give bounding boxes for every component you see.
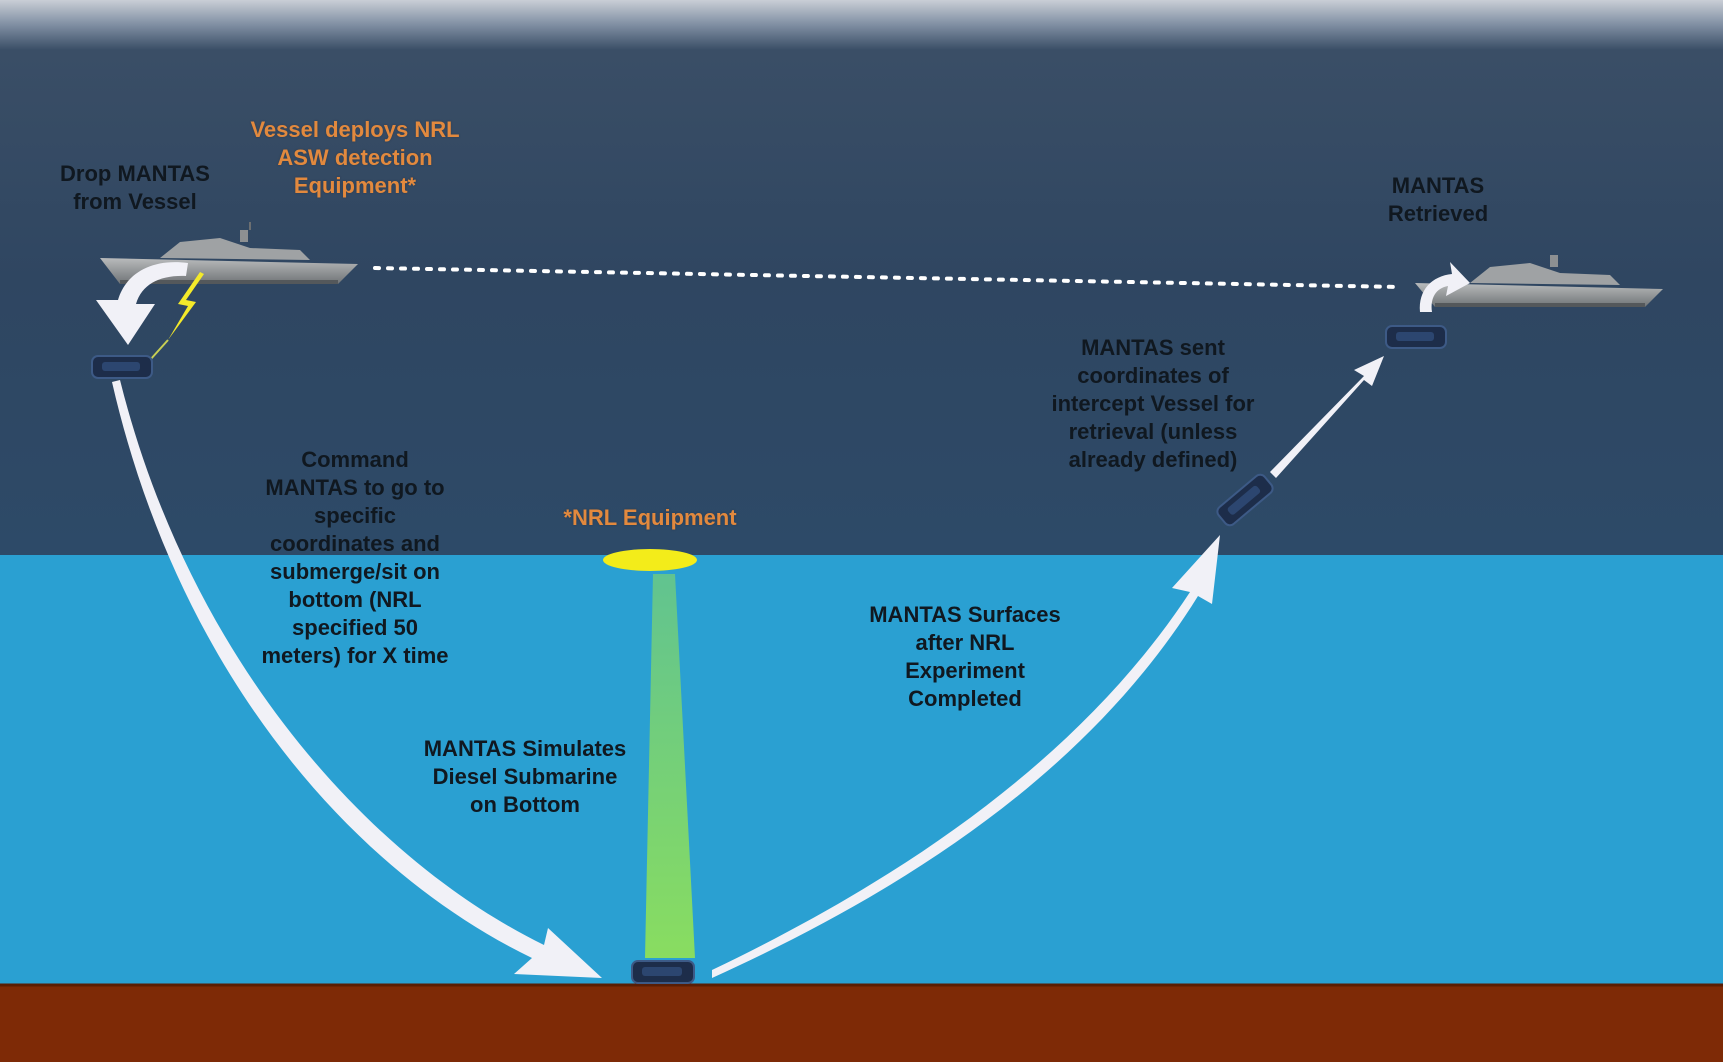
label-mantas-surfaces: MANTAS Surfaces after NRL Experiment Com… <box>869 602 1061 711</box>
mantas-vehicle-surfaced-icon <box>1385 325 1447 349</box>
mantas-vehicle-ascending-icon <box>1216 473 1274 527</box>
underwater-region <box>0 555 1723 985</box>
lightning-bolt-icon <box>168 272 204 340</box>
label-drop-mantas: Drop MANTAS from Vessel <box>60 161 210 214</box>
label-mantas-retrieved: MANTAS Retrieved <box>1387 173 1489 226</box>
label-vessel-deploys: Vessel deploys NRL ASW detection Equipme… <box>250 117 460 198</box>
label-nrl-equipment: *NRL Equipment <box>563 505 737 530</box>
label-command-mantas: Command MANTAS to go to specific coordin… <box>261 447 449 668</box>
nrl-equipment-disc <box>603 549 697 571</box>
seabed <box>0 985 1723 1062</box>
mantas-vehicle-bottom-icon <box>631 960 695 984</box>
ship-right-icon <box>1415 255 1663 307</box>
mantas-vehicle-dropped-icon <box>91 355 153 379</box>
surface-arrow-icon <box>1270 356 1384 478</box>
vessel-transit-dotted-line <box>373 266 1402 289</box>
signal-line <box>149 339 169 361</box>
retrieve-arrow-icon <box>1419 262 1470 312</box>
label-mantas-sent-coordinates: MANTAS sent coordinates of intercept Ves… <box>1051 335 1255 472</box>
sonar-beam <box>645 574 695 958</box>
drop-arrow-icon <box>96 262 188 345</box>
label-mantas-simulates: MANTAS Simulates Diesel Submarine on Bot… <box>423 736 627 817</box>
